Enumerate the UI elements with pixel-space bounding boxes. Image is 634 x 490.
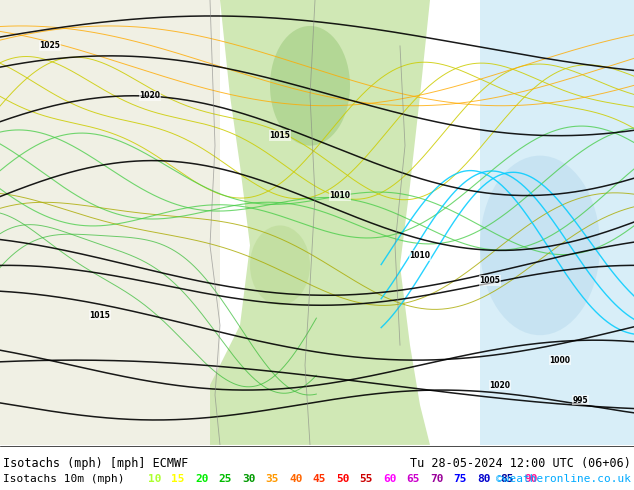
Text: 85: 85 xyxy=(500,474,514,484)
Text: 45: 45 xyxy=(313,474,326,484)
Text: 1020: 1020 xyxy=(489,381,510,390)
Text: 995: 995 xyxy=(573,395,588,405)
Text: 80: 80 xyxy=(477,474,491,484)
Text: 75: 75 xyxy=(453,474,467,484)
Text: 1010: 1010 xyxy=(410,251,430,260)
Text: Isotachs (mph) [mph] ECMWF: Isotachs (mph) [mph] ECMWF xyxy=(3,457,188,470)
Text: 30: 30 xyxy=(242,474,256,484)
Text: 65: 65 xyxy=(406,474,420,484)
Text: Tu 28-05-2024 12:00 UTC (06+06): Tu 28-05-2024 12:00 UTC (06+06) xyxy=(410,457,631,470)
Text: 1020: 1020 xyxy=(139,91,160,100)
Text: 25: 25 xyxy=(219,474,232,484)
Text: 55: 55 xyxy=(359,474,373,484)
Ellipse shape xyxy=(250,225,310,305)
Text: 1015: 1015 xyxy=(269,131,290,140)
Text: 1025: 1025 xyxy=(39,41,60,50)
Text: Isotachs 10m (mph): Isotachs 10m (mph) xyxy=(3,474,124,484)
Text: 1005: 1005 xyxy=(479,276,500,285)
Text: 15: 15 xyxy=(172,474,185,484)
Text: 35: 35 xyxy=(266,474,279,484)
Polygon shape xyxy=(480,0,634,445)
Text: 70: 70 xyxy=(430,474,444,484)
Polygon shape xyxy=(210,0,430,445)
Ellipse shape xyxy=(480,156,600,335)
Text: 1000: 1000 xyxy=(550,356,571,365)
Text: 1015: 1015 xyxy=(89,311,110,320)
Text: ©weatheronline.co.uk: ©weatheronline.co.uk xyxy=(496,474,631,484)
Text: 90: 90 xyxy=(524,474,538,484)
Text: 40: 40 xyxy=(289,474,302,484)
Text: 1010: 1010 xyxy=(330,191,351,200)
Text: 50: 50 xyxy=(336,474,349,484)
Text: 60: 60 xyxy=(383,474,396,484)
FancyBboxPatch shape xyxy=(0,0,220,445)
Ellipse shape xyxy=(270,26,350,146)
Text: 10: 10 xyxy=(148,474,162,484)
Text: 20: 20 xyxy=(195,474,209,484)
